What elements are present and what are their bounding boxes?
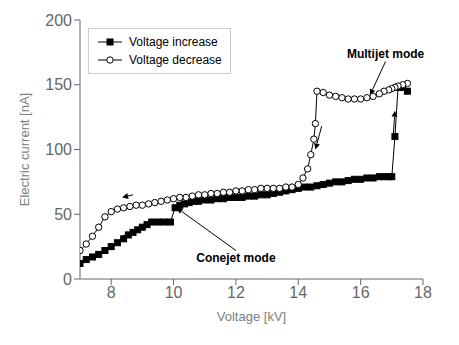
svg-text:0: 0 — [63, 271, 72, 288]
html-text:Voltage decrease: Voltage decrease — [129, 53, 222, 67]
svg-text:200: 200 — [45, 12, 72, 29]
svg-text:150: 150 — [45, 76, 72, 93]
svg-text:100: 100 — [45, 141, 72, 158]
svg-text:8: 8 — [107, 284, 116, 301]
svg-text:Electric current [nA]: Electric current [nA] — [17, 93, 32, 206]
svg-text:16: 16 — [352, 284, 370, 301]
svg-text:Voltage [kV]: Voltage [kV] — [217, 309, 286, 324]
html-text:Voltage increase: Voltage increase — [129, 35, 218, 49]
svg-text:10: 10 — [165, 284, 183, 301]
svg-text:50: 50 — [54, 206, 72, 223]
svg-text:Multijet mode: Multijet mode — [347, 47, 425, 61]
svg-text:Conejet mode: Conejet mode — [196, 251, 276, 265]
svg-text:18: 18 — [414, 284, 432, 301]
svg-text:14: 14 — [289, 284, 307, 301]
svg-text:12: 12 — [227, 284, 245, 301]
